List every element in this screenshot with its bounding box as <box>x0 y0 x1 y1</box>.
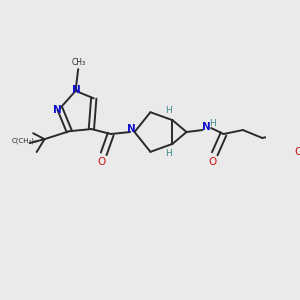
Text: CH₃: CH₃ <box>72 58 86 67</box>
Text: N: N <box>127 124 135 134</box>
Text: N: N <box>202 122 211 132</box>
Text: N: N <box>53 105 62 115</box>
Text: N: N <box>72 85 81 95</box>
Text: H: H <box>165 149 171 158</box>
Text: H: H <box>210 118 216 127</box>
Text: C(CH₃)₃: C(CH₃)₃ <box>12 138 38 144</box>
Text: O: O <box>294 147 300 157</box>
Text: O: O <box>209 157 217 167</box>
Text: O: O <box>98 157 106 167</box>
Text: H: H <box>165 106 171 115</box>
